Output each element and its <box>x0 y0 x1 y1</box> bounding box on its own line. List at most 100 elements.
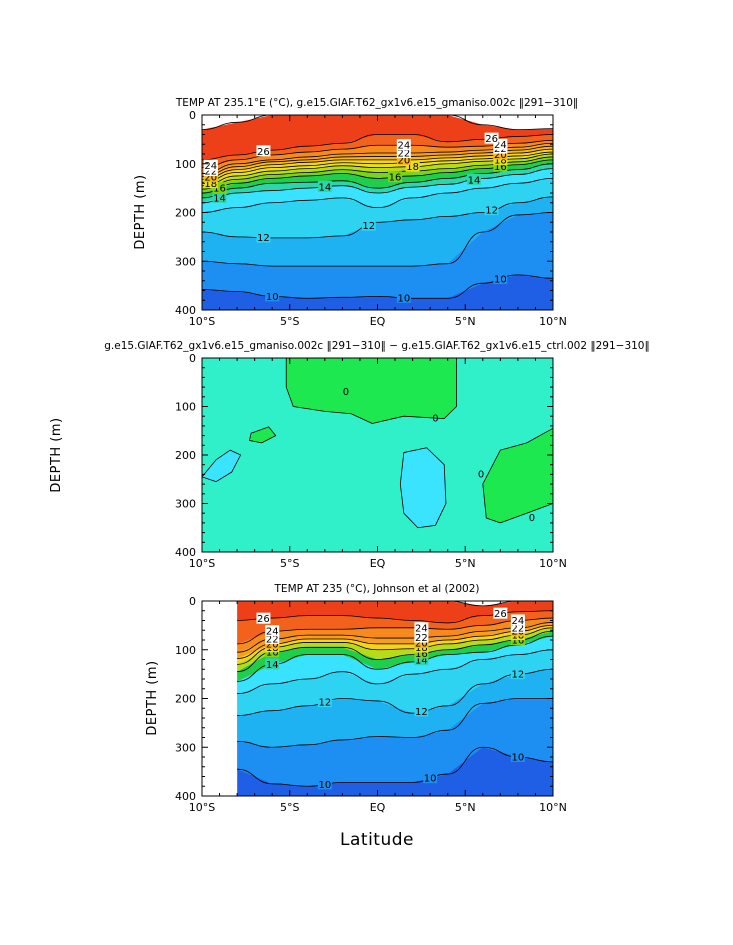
contour-label: 12 <box>415 707 428 718</box>
x-tick-label: 10°S <box>189 315 215 328</box>
panel-2-axes: 10°S 5°S EQ 5°N 10°N 0 100 200 300 400 <box>175 352 567 570</box>
contour-label: 24 <box>415 624 428 635</box>
x-tick-label: EQ <box>370 801 386 814</box>
contour-label: 12 <box>318 698 331 709</box>
contour-label-bg <box>396 291 411 303</box>
contour-label: 14 <box>468 175 481 186</box>
x-tick-label: 10°N <box>539 557 567 570</box>
contour-label-bg <box>265 290 280 302</box>
y-tick-label: 200 <box>175 207 196 220</box>
x-tick-label: EQ <box>370 315 386 328</box>
panel-2-fills <box>202 358 553 552</box>
y-tick-label: 0 <box>189 595 196 608</box>
isotherm-line <box>202 212 553 267</box>
panel-1: TEMP AT 235.1°E (°C), g.e15.GIAF.T62_gx1… <box>133 97 578 328</box>
isotherm-line <box>237 627 553 665</box>
contour-label-bg <box>388 171 403 183</box>
figure-xlabel: Latitude <box>340 830 414 850</box>
contour-label-bg <box>484 204 499 216</box>
y-tick-label: 100 <box>175 158 196 171</box>
contour-label: 26 <box>257 614 270 625</box>
contour-label-bg <box>493 160 508 172</box>
panel-2: g.e15.GIAF.T62_gx1v6.e15_gmaniso.002c ‖2… <box>49 340 650 570</box>
contour-label: 14 <box>213 193 226 204</box>
isotherm-line <box>202 115 553 131</box>
isotherm-line <box>202 177 553 213</box>
contour-label-bg <box>256 231 271 243</box>
isotherm-line <box>237 649 553 695</box>
panel-2-plot <box>202 358 553 552</box>
panel-3-fills <box>202 601 553 796</box>
contour-label: 12 <box>257 233 270 244</box>
panel-3-axes: 10°S 5°S EQ 5°N 10°N 0 100 200 300 400 <box>175 595 567 814</box>
contour-label: 20 <box>494 150 507 161</box>
contour-label: 10 <box>512 753 525 764</box>
panel-3-contour-labels: 1010101212121414161616181818202020222222… <box>256 607 525 791</box>
contour-label-bg <box>467 173 482 185</box>
contour-label-bg <box>361 219 376 231</box>
contour-label: 16 <box>494 162 507 173</box>
contour-label: 0 <box>529 513 535 524</box>
contour-label: 10 <box>494 275 507 286</box>
y-tick-label: 400 <box>175 790 196 803</box>
contour-label: 22 <box>415 633 428 644</box>
contour-label: 24 <box>512 616 525 627</box>
contour-label: 14 <box>415 656 428 667</box>
contour-label: 12 <box>512 670 525 681</box>
contour-label-bg <box>493 607 508 619</box>
y-tick-label: 200 <box>175 449 196 462</box>
panel-1-axes: 10°S 5°S EQ 5°N 10°N 0 100 200 300 400 <box>175 109 567 328</box>
contour-label-bg <box>212 182 227 194</box>
contour-label: 10 <box>318 780 331 791</box>
contour-label-bg <box>510 614 525 626</box>
isotherm-line <box>237 617 553 645</box>
contour-label-bg <box>396 147 411 159</box>
y-tick-label: 300 <box>175 498 196 511</box>
y-tick-label: 100 <box>175 644 196 657</box>
x-tick-label: 10°N <box>539 315 567 328</box>
contour-label: 24 <box>204 161 217 172</box>
contour-label-bg <box>396 153 411 165</box>
x-tick-label: 5°N <box>455 315 476 328</box>
contour-label: 0 <box>343 387 349 398</box>
isotherm-line <box>237 630 553 673</box>
contour-label: 26 <box>485 134 498 145</box>
contour-label-bg <box>414 654 429 666</box>
contour-label-bg <box>317 778 332 790</box>
contour-label-bg <box>317 180 332 192</box>
contour-label-bg <box>265 658 280 670</box>
isotherm-line <box>237 746 553 787</box>
contour-label: 10 <box>266 292 279 303</box>
contour-label-bg <box>423 772 438 784</box>
y-tick-label: 400 <box>175 304 196 317</box>
contour-label-bg <box>493 273 508 285</box>
contour-label: 20 <box>266 639 279 650</box>
contour-label-bg <box>510 751 525 762</box>
contour-label: 16 <box>266 648 279 659</box>
isotherm-line <box>237 624 553 659</box>
temp-band <box>237 601 553 623</box>
contour-label-bg <box>317 696 332 708</box>
x-tick-label: 5°N <box>455 557 476 570</box>
y-tick-label: 300 <box>175 741 196 754</box>
panel-2-contour-labels: 0 0 0 0 <box>343 387 535 524</box>
panel-3-contours <box>237 601 553 787</box>
x-tick-label: EQ <box>370 557 386 570</box>
contour-label: 24 <box>494 140 507 151</box>
x-tick-label: 5°N <box>455 801 476 814</box>
x-tick-label: 10°S <box>189 557 215 570</box>
contour-label: 22 <box>397 149 410 160</box>
contour-label: 16 <box>389 173 402 184</box>
isotherm-line <box>237 668 553 716</box>
contour-label-bg <box>414 631 429 643</box>
panel-1-ylabel: DEPTH (m) <box>133 174 148 249</box>
contour-label: 22 <box>266 635 279 646</box>
contour-label: 26 <box>494 609 507 620</box>
contour-label: 26 <box>257 147 270 158</box>
panel-3-plot <box>202 601 553 796</box>
contour-label: 22 <box>512 623 525 634</box>
panel-1-plot <box>202 115 553 310</box>
contour-label-bg <box>405 160 420 172</box>
contour-label-bg <box>414 647 429 659</box>
contour-label: 24 <box>266 627 279 638</box>
